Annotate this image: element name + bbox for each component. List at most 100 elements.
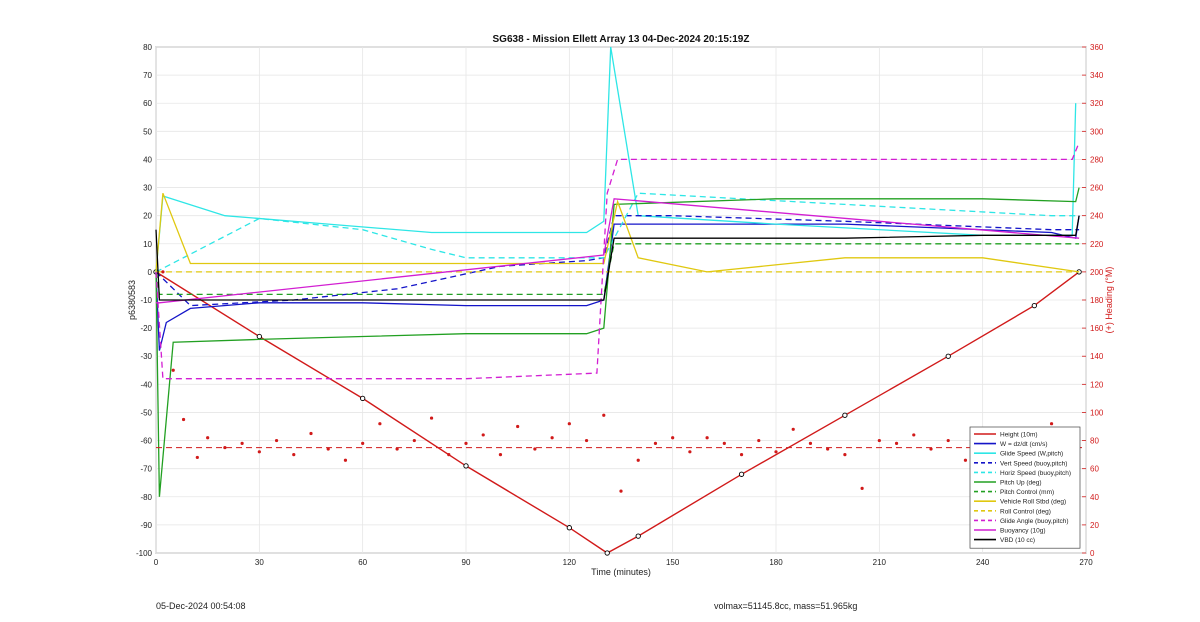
height-marker <box>604 550 610 556</box>
y-tick-label: -20 <box>140 324 152 333</box>
heading-point <box>636 458 640 462</box>
heading-point <box>722 441 726 445</box>
footer-volmax-mass: volmax=51145.8cc, mass=51.965kg <box>714 601 858 611</box>
heading-point <box>161 270 165 274</box>
y-tick-label: -40 <box>140 380 152 389</box>
height-marker <box>842 412 848 418</box>
heading-point <box>653 441 658 445</box>
y-tick-label: 60 <box>143 99 152 108</box>
y-tick-label: 50 <box>143 127 152 136</box>
x-tick-labels: 0 30 60 90 120 150 180 210 240 270 <box>154 558 1093 567</box>
legend-label-vehicle_roll: Vehicle Roll Stbd (deg) <box>1000 499 1066 506</box>
heading-point <box>584 438 589 443</box>
x-tick-label: 90 <box>462 558 471 567</box>
heading-point <box>195 455 199 460</box>
heading-point <box>171 368 175 372</box>
legend-label-vbd: VBD (10 cc) <box>1000 537 1035 544</box>
x-tick-label: 30 <box>255 558 264 567</box>
y2-tick-label: 320 <box>1090 99 1104 108</box>
y-tick-label: 0 <box>148 268 153 277</box>
series-lines <box>153 46 1082 556</box>
heading-point <box>481 433 485 437</box>
heading-point <box>1049 422 1054 426</box>
x-tick-label: 0 <box>154 558 159 567</box>
heading-point <box>206 436 210 440</box>
legend-label-vert_speed: Vert Speed (buoy,pitch) <box>1000 460 1067 467</box>
y2-tick-label: 360 <box>1090 43 1104 52</box>
heading-point <box>671 436 675 440</box>
heading-point <box>240 441 244 445</box>
height-marker <box>945 353 951 359</box>
y-tick-label: -90 <box>140 521 152 530</box>
y-tick-label: -60 <box>140 437 152 446</box>
y-tick-label: -100 <box>136 549 153 558</box>
heading-point <box>343 458 348 462</box>
heading-point <box>877 438 881 443</box>
height-marker <box>256 333 262 340</box>
heading-point <box>843 453 847 457</box>
y-tick-label: 80 <box>143 43 152 52</box>
heading-point <box>894 441 899 445</box>
y2-tick-label: 280 <box>1090 155 1104 164</box>
legend-label-height: Height (10m) <box>1000 432 1038 439</box>
heading-point <box>774 450 778 454</box>
height-marker <box>1031 302 1037 309</box>
heading-point <box>533 447 537 451</box>
series-pitch_up <box>155 187 1080 497</box>
y-tick-label: 10 <box>143 240 152 249</box>
y-tick-label: -80 <box>140 493 152 502</box>
heading-point <box>447 453 451 457</box>
series-vehicle_roll <box>155 192 1080 273</box>
y-tick-labels: -100-90-80-70-60-50-40-30-20-10010203040… <box>136 43 153 558</box>
y2-tick-label: 100 <box>1090 408 1104 417</box>
heading-point <box>361 441 365 445</box>
heading-point <box>619 489 623 493</box>
legend-label-roll_control: Roll Control (deg) <box>1000 508 1051 515</box>
legend-label-pitch_up: Pitch Up (deg) <box>1000 480 1042 487</box>
height-marker <box>635 533 641 539</box>
height-marker <box>463 463 469 469</box>
heading-point <box>464 441 468 445</box>
x-tick-label: 180 <box>769 558 783 567</box>
heading-point <box>498 453 503 457</box>
y2-tick-labels: 0 20 40 60 80 100 120 140 160 180 200 220 240 260 280 3… <box>1090 43 1104 558</box>
legend-label-pitch_control: Pitch Control (mm) <box>1000 489 1054 496</box>
x-axis-label: Time (minutes) <box>591 567 651 577</box>
heading-point <box>257 450 261 454</box>
heading-point <box>429 416 434 420</box>
x-tick-label: 210 <box>873 558 887 567</box>
heading-point <box>688 450 692 454</box>
y2-tick-label: 0 <box>1090 549 1095 558</box>
heading-point <box>963 458 968 462</box>
heading-point <box>550 436 554 440</box>
heading-point <box>412 438 416 443</box>
heading-point <box>912 433 916 437</box>
heading-point <box>223 445 227 450</box>
series-glide_angle <box>155 142 1080 380</box>
chart-title: SG638 - Mission Ellett Array 13 04-Dec-2… <box>493 34 750 45</box>
heading-point <box>739 453 744 457</box>
y-tick-label: -30 <box>140 352 152 361</box>
heading-point <box>808 441 813 445</box>
series-glide_speed <box>155 46 1077 272</box>
y-tick-label: 20 <box>143 212 152 221</box>
y-tick-label: -70 <box>140 465 152 474</box>
y-tick-label: 30 <box>143 184 152 193</box>
y2-tick-label: 60 <box>1090 465 1099 474</box>
heading-point <box>946 438 950 443</box>
heading-point <box>929 447 933 451</box>
y2-tick-label: 120 <box>1090 380 1104 389</box>
heading-point <box>826 447 830 451</box>
x-tick-label: 270 <box>1079 558 1093 567</box>
y2-tick-label: 40 <box>1090 493 1099 502</box>
height-marker <box>738 471 745 477</box>
y2-tick-label: 80 <box>1090 437 1099 446</box>
heading-point <box>567 422 571 426</box>
y2-tick-label: 300 <box>1090 127 1104 136</box>
y2-tick-label: 260 <box>1090 184 1104 193</box>
heading-point <box>791 427 795 431</box>
legend-label-glide_angle: Glide Angle (buoy,pitch) <box>1000 518 1069 525</box>
heading-point <box>274 438 279 443</box>
y2-tick-label: 140 <box>1090 352 1104 361</box>
